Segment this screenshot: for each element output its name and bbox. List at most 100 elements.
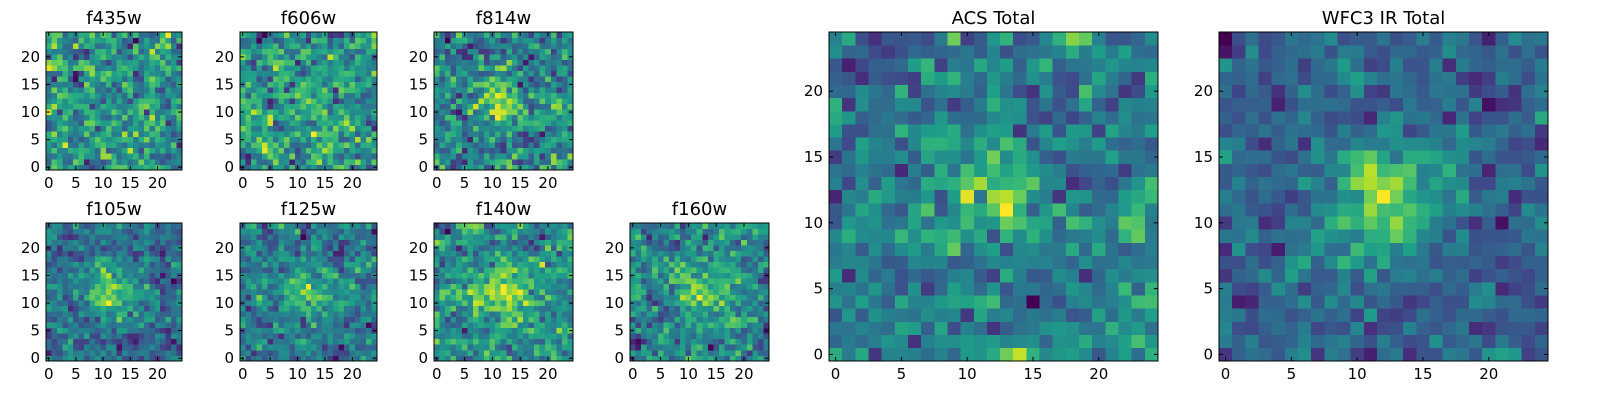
heatmap-cell: [868, 308, 882, 322]
heatmap-cell: [349, 261, 356, 268]
heatmap-cell: [305, 76, 312, 82]
heatmap-cell: [434, 70, 440, 77]
heatmap-cell: [652, 234, 659, 240]
heatmap-cell: [539, 98, 546, 105]
heatmap-cell: [245, 349, 252, 356]
x-tick-label: 20: [538, 365, 557, 383]
heatmap-cell: [62, 153, 69, 160]
heatmap-cell: [506, 142, 513, 149]
heatmap-cell: [278, 355, 285, 362]
heatmap-cell: [668, 272, 675, 279]
heatmap-cell: [702, 338, 709, 345]
heatmap-cell: [138, 103, 145, 110]
heatmap-cell: [355, 120, 361, 127]
heatmap-cell: [294, 294, 301, 301]
heatmap-cell: [517, 76, 524, 82]
heatmap-cell: [556, 322, 563, 329]
heatmap-cell: [94, 147, 101, 154]
heatmap-cell: [868, 176, 882, 191]
heatmap-cell: [344, 92, 350, 99]
heatmap-cell: [154, 76, 161, 82]
heatmap-cell: [51, 125, 58, 132]
heatmap-cell: [100, 98, 107, 105]
heatmap-cell: [316, 65, 323, 71]
y-tick-label: 5: [224, 131, 234, 149]
heatmap-cell: [149, 153, 156, 160]
heatmap-cell: [630, 267, 636, 273]
heatmap-cell: [73, 239, 79, 246]
heatmap-cell: [746, 278, 753, 285]
heatmap-cell: [278, 131, 285, 138]
heatmap-cell: [635, 239, 642, 246]
heatmap-cell: [495, 245, 502, 251]
heatmap-cell: [467, 245, 474, 251]
heatmap-cell: [250, 223, 257, 229]
heatmap-cell: [478, 327, 485, 334]
heatmap-cell: [735, 333, 742, 340]
heatmap-cell: [752, 267, 759, 273]
heatmap-cell: [1144, 203, 1159, 217]
heatmap-cell: [855, 255, 869, 270]
heatmap-cell: [333, 250, 339, 257]
heatmap-cell: [567, 142, 574, 149]
heatmap-cell: [439, 322, 446, 329]
heatmap-cell: [46, 103, 52, 110]
heatmap-cell: [300, 109, 307, 116]
heatmap-cell: [478, 355, 485, 362]
heatmap-cell: [360, 344, 367, 351]
heatmap-cell: [283, 65, 290, 71]
heatmap-cell: [122, 239, 128, 246]
heatmap-cell: [550, 147, 557, 154]
heatmap-cell: [67, 147, 74, 154]
heatmap-cell: [250, 48, 257, 55]
heatmap-cell: [842, 255, 856, 270]
heatmap-cell: [267, 114, 274, 121]
heatmap-cell: [67, 37, 74, 44]
heatmap-cell: [154, 283, 161, 290]
heatmap-cell: [250, 114, 257, 121]
heatmap-cell: [283, 164, 290, 171]
heatmap-cell: [311, 120, 318, 127]
heatmap-cell: [171, 70, 177, 77]
heatmap-cell: [111, 294, 118, 301]
heatmap-cell: [116, 125, 123, 132]
heatmap-cell: [545, 311, 552, 318]
heatmap-cell: [278, 136, 285, 143]
heatmap-cell: [349, 327, 356, 334]
heatmap-cell: [333, 316, 339, 323]
heatmap-cell: [316, 283, 323, 290]
heatmap-cell: [338, 131, 345, 138]
heatmap-cell: [1013, 255, 1027, 270]
heatmap-cell: [322, 305, 328, 312]
heatmap-cell: [450, 48, 457, 55]
heatmap-cell: [461, 98, 468, 105]
heatmap-cell: [256, 65, 263, 71]
heatmap-cell: [668, 278, 675, 285]
heatmap-cell: [528, 70, 535, 77]
heatmap-cell: [511, 223, 518, 229]
heatmap-cell: [78, 70, 85, 77]
heatmap-cell: [56, 59, 63, 66]
heatmap-cell: [344, 142, 350, 149]
heatmap-cell: [89, 256, 96, 262]
heatmap-cell: [283, 256, 290, 262]
heatmap-cell: [456, 245, 463, 251]
heatmap-cell: [56, 70, 63, 77]
heatmap-cell: [752, 245, 759, 251]
heatmap-cell: [646, 300, 653, 307]
heatmap-cell: [89, 349, 96, 356]
heatmap-cell: [630, 316, 636, 323]
heatmap-cell: [534, 109, 540, 116]
heatmap-cell: [445, 349, 451, 356]
heatmap-cell: [366, 311, 372, 318]
heatmap-cell: [472, 333, 479, 340]
heatmap-cell: [272, 267, 279, 273]
heatmap-cell: [73, 48, 79, 55]
heatmap-cell: [534, 278, 540, 285]
heatmap-cell: [355, 153, 361, 160]
heatmap-cell: [702, 311, 709, 318]
heatmap-cell: [696, 322, 703, 329]
heatmap-cell: [522, 355, 529, 362]
heatmap-cell: [522, 333, 529, 340]
heatmap-cell: [472, 37, 479, 44]
